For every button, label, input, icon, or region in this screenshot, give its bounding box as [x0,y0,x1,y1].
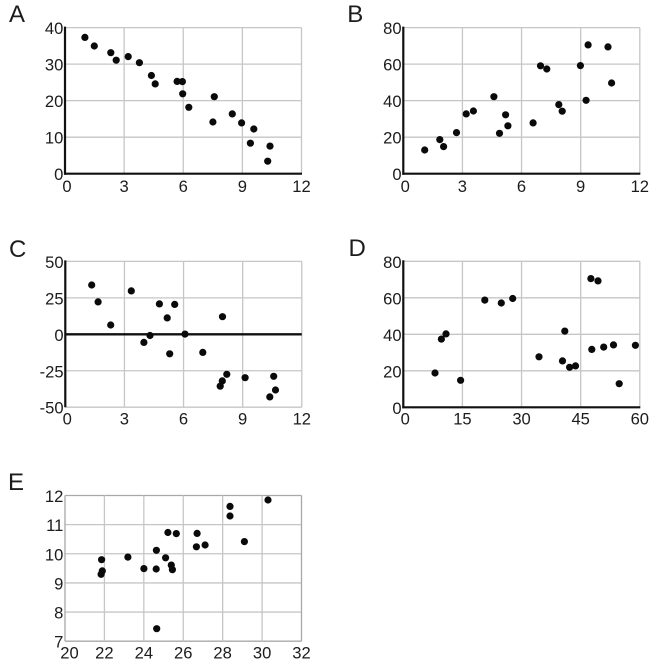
svg-text:-25: -25 [40,362,64,381]
svg-text:40: 40 [383,326,401,345]
svg-text:25: 25 [45,289,63,308]
svg-text:80: 80 [383,19,401,38]
svg-text:D: D [349,235,366,262]
svg-text:0: 0 [62,177,71,196]
svg-text:10: 10 [45,545,63,564]
svg-text:E: E [8,469,24,496]
svg-text:12: 12 [631,177,649,196]
svg-text:12: 12 [45,487,63,506]
svg-text:0: 0 [63,409,72,428]
svg-text:28: 28 [213,644,231,663]
svg-text:20: 20 [383,362,401,381]
svg-text:7: 7 [54,633,63,652]
svg-text:C: C [9,236,26,263]
svg-text:3: 3 [120,177,129,196]
svg-text:6: 6 [179,177,188,196]
svg-text:50: 50 [45,253,63,272]
svg-text:6: 6 [517,177,526,196]
svg-text:30: 30 [45,56,63,75]
svg-text:11: 11 [46,516,63,535]
svg-text:10: 10 [45,129,63,148]
svg-text:-50: -50 [40,399,64,418]
svg-text:3: 3 [120,409,129,428]
svg-text:60: 60 [631,409,649,428]
svg-text:32: 32 [292,644,310,663]
svg-text:30: 30 [253,644,271,663]
svg-text:40: 40 [383,92,401,111]
svg-text:0: 0 [401,409,410,428]
svg-text:0: 0 [392,165,401,184]
svg-text:A: A [9,1,25,28]
svg-text:9: 9 [238,409,247,428]
svg-text:24: 24 [135,644,153,663]
svg-text:15: 15 [453,409,471,428]
svg-text:12: 12 [293,409,311,428]
svg-text:0: 0 [392,399,401,418]
svg-text:22: 22 [95,644,113,663]
svg-text:20: 20 [383,129,401,148]
svg-text:26: 26 [174,644,192,663]
svg-text:20: 20 [60,644,78,663]
svg-text:0: 0 [401,177,410,196]
svg-text:3: 3 [458,177,467,196]
svg-text:9: 9 [54,574,63,593]
svg-text:9: 9 [238,177,247,196]
svg-text:80: 80 [383,253,401,272]
svg-text:0: 0 [54,165,63,184]
svg-text:12: 12 [292,177,310,196]
svg-text:40: 40 [45,19,63,38]
svg-text:30: 30 [512,409,530,428]
svg-text:0: 0 [54,326,63,345]
svg-text:9: 9 [576,177,585,196]
svg-text:B: B [347,1,363,28]
svg-text:45: 45 [571,409,589,428]
svg-text:60: 60 [383,289,401,308]
svg-text:20: 20 [45,92,63,111]
svg-text:8: 8 [54,604,63,623]
svg-text:6: 6 [179,409,188,428]
svg-text:60: 60 [383,56,401,75]
